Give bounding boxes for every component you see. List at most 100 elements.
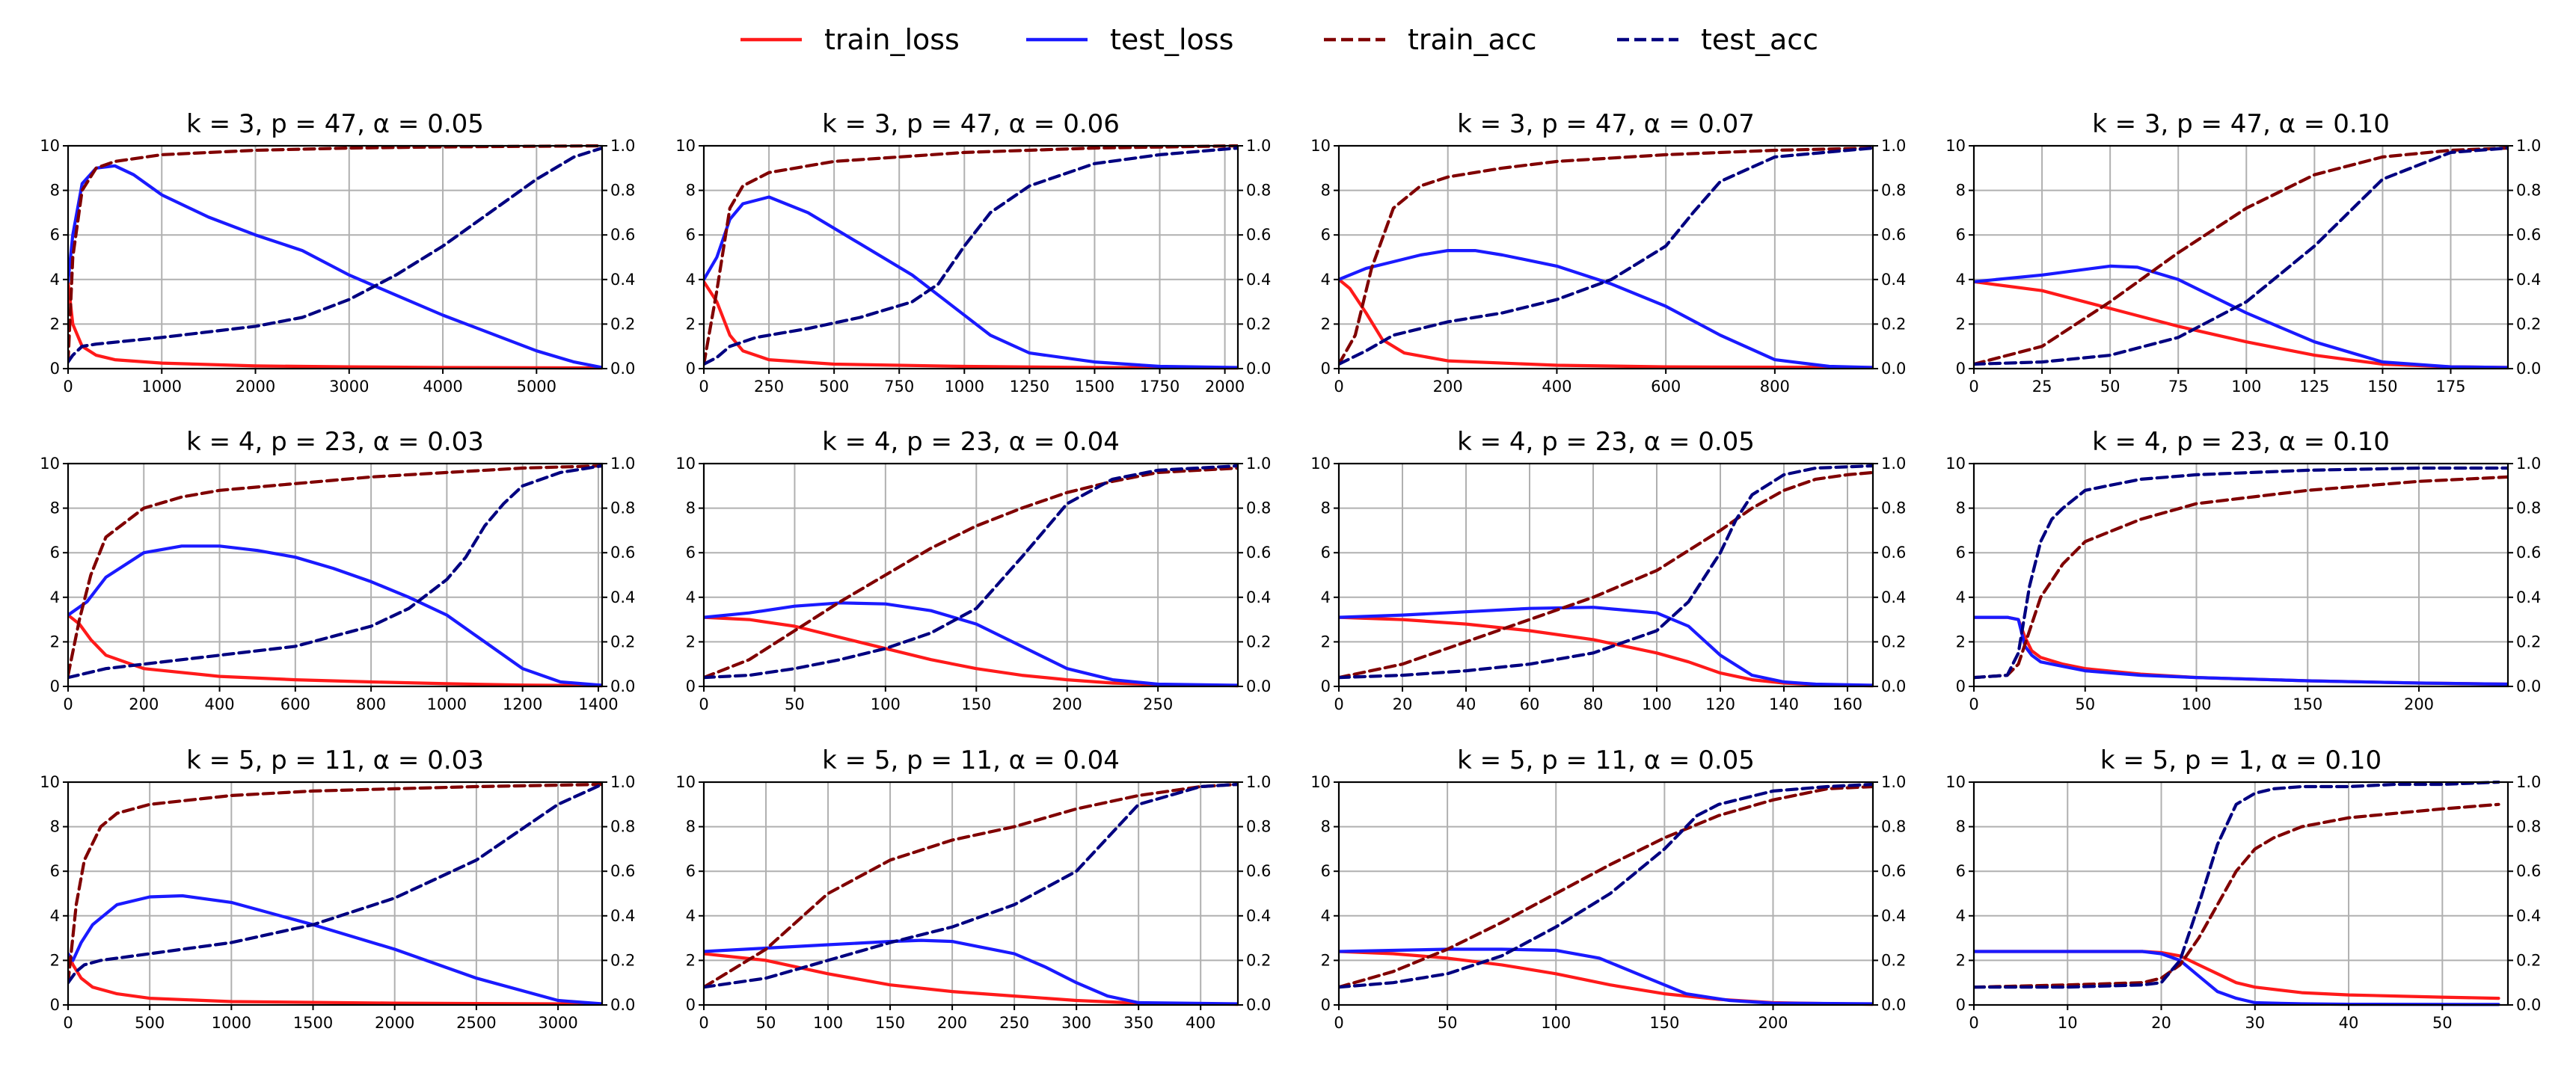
y-left-tick-label: 0 [1956, 677, 1966, 695]
x-tick-label: 175 [2435, 378, 2465, 396]
y-right-tick-label: 0.4 [610, 271, 635, 289]
y-right-tick-label: 0.4 [2516, 271, 2541, 289]
y-left-tick-label: 0 [50, 360, 60, 378]
y-left-tick-label: 6 [686, 226, 696, 244]
series-group [68, 464, 602, 688]
y-left-tick-label: 10 [1945, 455, 1966, 473]
y-left-tick-label: 2 [686, 315, 696, 333]
x-tick-label: 160 [1833, 695, 1862, 713]
y-left-tick-label: 4 [1321, 588, 1331, 606]
x-tick-label: 80 [1583, 695, 1604, 713]
y-right-tick-label: 0.0 [1246, 360, 1271, 378]
x-tick-label: 500 [819, 378, 849, 396]
x-tick-label: 250 [1143, 695, 1173, 713]
series-line-train-acc [1339, 146, 1873, 366]
ticks: 0 500 1000 1500 2000 2500 3000 0 2 4 6 8 10 0.0 0.2 0.4… [40, 773, 635, 1032]
y-left-tick-label: 0 [1321, 360, 1331, 378]
y-right-tick-label: 0.6 [1246, 226, 1271, 244]
y-left-tick-label: 0 [50, 677, 60, 695]
series-line-test-acc [704, 464, 1238, 680]
y-right-tick-label: 1.0 [1881, 773, 1906, 791]
x-tick-label: 250 [754, 378, 784, 396]
x-tick-label: 400 [1542, 378, 1571, 396]
y-right-tick-label: 0.2 [1246, 633, 1271, 651]
y-left-tick-label: 10 [1310, 455, 1331, 473]
ticks: 0 50 100 150 200 0 2 4 6 8 10 0.0 0.2 0.4 0.6 0.8 1.0 [1945, 455, 2541, 713]
y-left-tick-label: 8 [1956, 818, 1966, 836]
series-line-test-acc [68, 146, 602, 364]
axes-frame [1972, 144, 2509, 370]
subplot-title: k = 4, p = 23, α = 0.04 [822, 427, 1120, 457]
x-tick-label: 60 [1520, 695, 1540, 713]
series-line-test-loss [1339, 249, 1873, 369]
y-right-tick-label: 0.8 [2516, 182, 2541, 200]
y-left-tick-label: 2 [1956, 951, 1966, 969]
x-tick-label: 150 [2293, 695, 2322, 713]
y-left-tick-label: 8 [1321, 182, 1331, 200]
series-line-train-acc [704, 144, 1238, 366]
x-tick-label: 2000 [1205, 378, 1245, 396]
y-left-tick-label: 10 [1310, 773, 1331, 791]
y-right-tick-label: 1.0 [2516, 455, 2541, 473]
axes-frame [702, 781, 1239, 1006]
gridlines [68, 782, 602, 1005]
series-group [1339, 464, 1873, 688]
gridlines [704, 464, 1238, 686]
y-right-tick-label: 0.6 [1881, 862, 1906, 880]
series-line-test-loss [1974, 264, 2508, 369]
y-right-tick-label: 0.8 [2516, 499, 2541, 517]
x-tick-label: 600 [1651, 378, 1681, 396]
y-left-tick-label: 0 [686, 360, 696, 378]
series-line-test-acc [1339, 464, 1873, 680]
y-right-tick-label: 0.4 [1246, 588, 1271, 606]
y-left-tick-label: 10 [1945, 773, 1966, 791]
ticks: 0 25 50 75 100 125 150 175 0 2 4 6 8 10 0.0 0.2 0.4 0.6 0.… [1945, 137, 2541, 396]
ticks: 0 200 400 600 800 1000 1200 1400 0 2 4 6 8 10 0.0 0.2 0.… [40, 455, 635, 713]
y-right-tick-label: 0.0 [2516, 996, 2541, 1014]
x-tick-label: 20 [1393, 695, 1413, 713]
series-group [1339, 146, 1873, 369]
y-left-tick-label: 8 [50, 182, 60, 200]
subplot-title: k = 3, p = 47, α = 0.10 [2092, 109, 2390, 139]
y-left-tick-label: 10 [40, 137, 60, 155]
subplot-title: k = 5, p = 11, α = 0.03 [186, 745, 484, 775]
y-left-tick-label: 10 [675, 455, 696, 473]
y-right-tick-label: 0.8 [1246, 182, 1271, 200]
axes-frame [1337, 144, 1874, 370]
y-right-tick-label: 0.0 [1246, 677, 1271, 695]
x-tick-label: 150 [875, 1014, 905, 1032]
x-tick-label: 100 [2181, 695, 2211, 713]
x-tick-label: 50 [756, 1014, 776, 1032]
y-left-tick-label: 2 [1321, 633, 1331, 651]
y-left-tick-label: 0 [686, 677, 696, 695]
series-group [704, 464, 1238, 688]
y-left-tick-label: 10 [1945, 137, 1966, 155]
series-line-test-loss [1339, 606, 1873, 687]
x-tick-label: 40 [2339, 1014, 2359, 1032]
series-line-train-acc [1974, 802, 2500, 989]
x-tick-label: 200 [1433, 378, 1463, 396]
y-right-tick-label: 0.6 [2516, 544, 2541, 562]
series-line-train-acc [704, 782, 1238, 989]
y-left-tick-label: 4 [686, 907, 696, 925]
x-tick-label: 150 [961, 695, 991, 713]
x-tick-label: 0 [1969, 378, 1978, 396]
x-tick-label: 2000 [236, 378, 275, 396]
y-right-tick-label: 1.0 [610, 455, 635, 473]
subplot-title: k = 5, p = 11, α = 0.04 [822, 745, 1120, 775]
y-right-tick-label: 1.0 [610, 137, 635, 155]
y-right-tick-label: 0.8 [1246, 818, 1271, 836]
x-tick-label: 350 [1123, 1014, 1153, 1032]
y-left-tick-label: 6 [1956, 544, 1966, 562]
subplot-5: 0 200 400 600 800 1000 1200 1400 0 2 4 6 8 10 0.0 0.2 0.… [40, 427, 635, 713]
series-line-train-loss [1974, 615, 2508, 686]
subplot-title: k = 3, p = 47, α = 0.06 [822, 109, 1120, 139]
y-left-tick-label: 4 [1956, 907, 1966, 925]
series-line-train-acc [1974, 146, 2508, 366]
series-line-test-loss [704, 601, 1238, 687]
y-right-tick-label: 1.0 [1881, 137, 1906, 155]
y-right-tick-label: 0.0 [610, 360, 635, 378]
gridlines [68, 464, 602, 686]
legend-entry-train_loss: train_loss [740, 23, 960, 56]
